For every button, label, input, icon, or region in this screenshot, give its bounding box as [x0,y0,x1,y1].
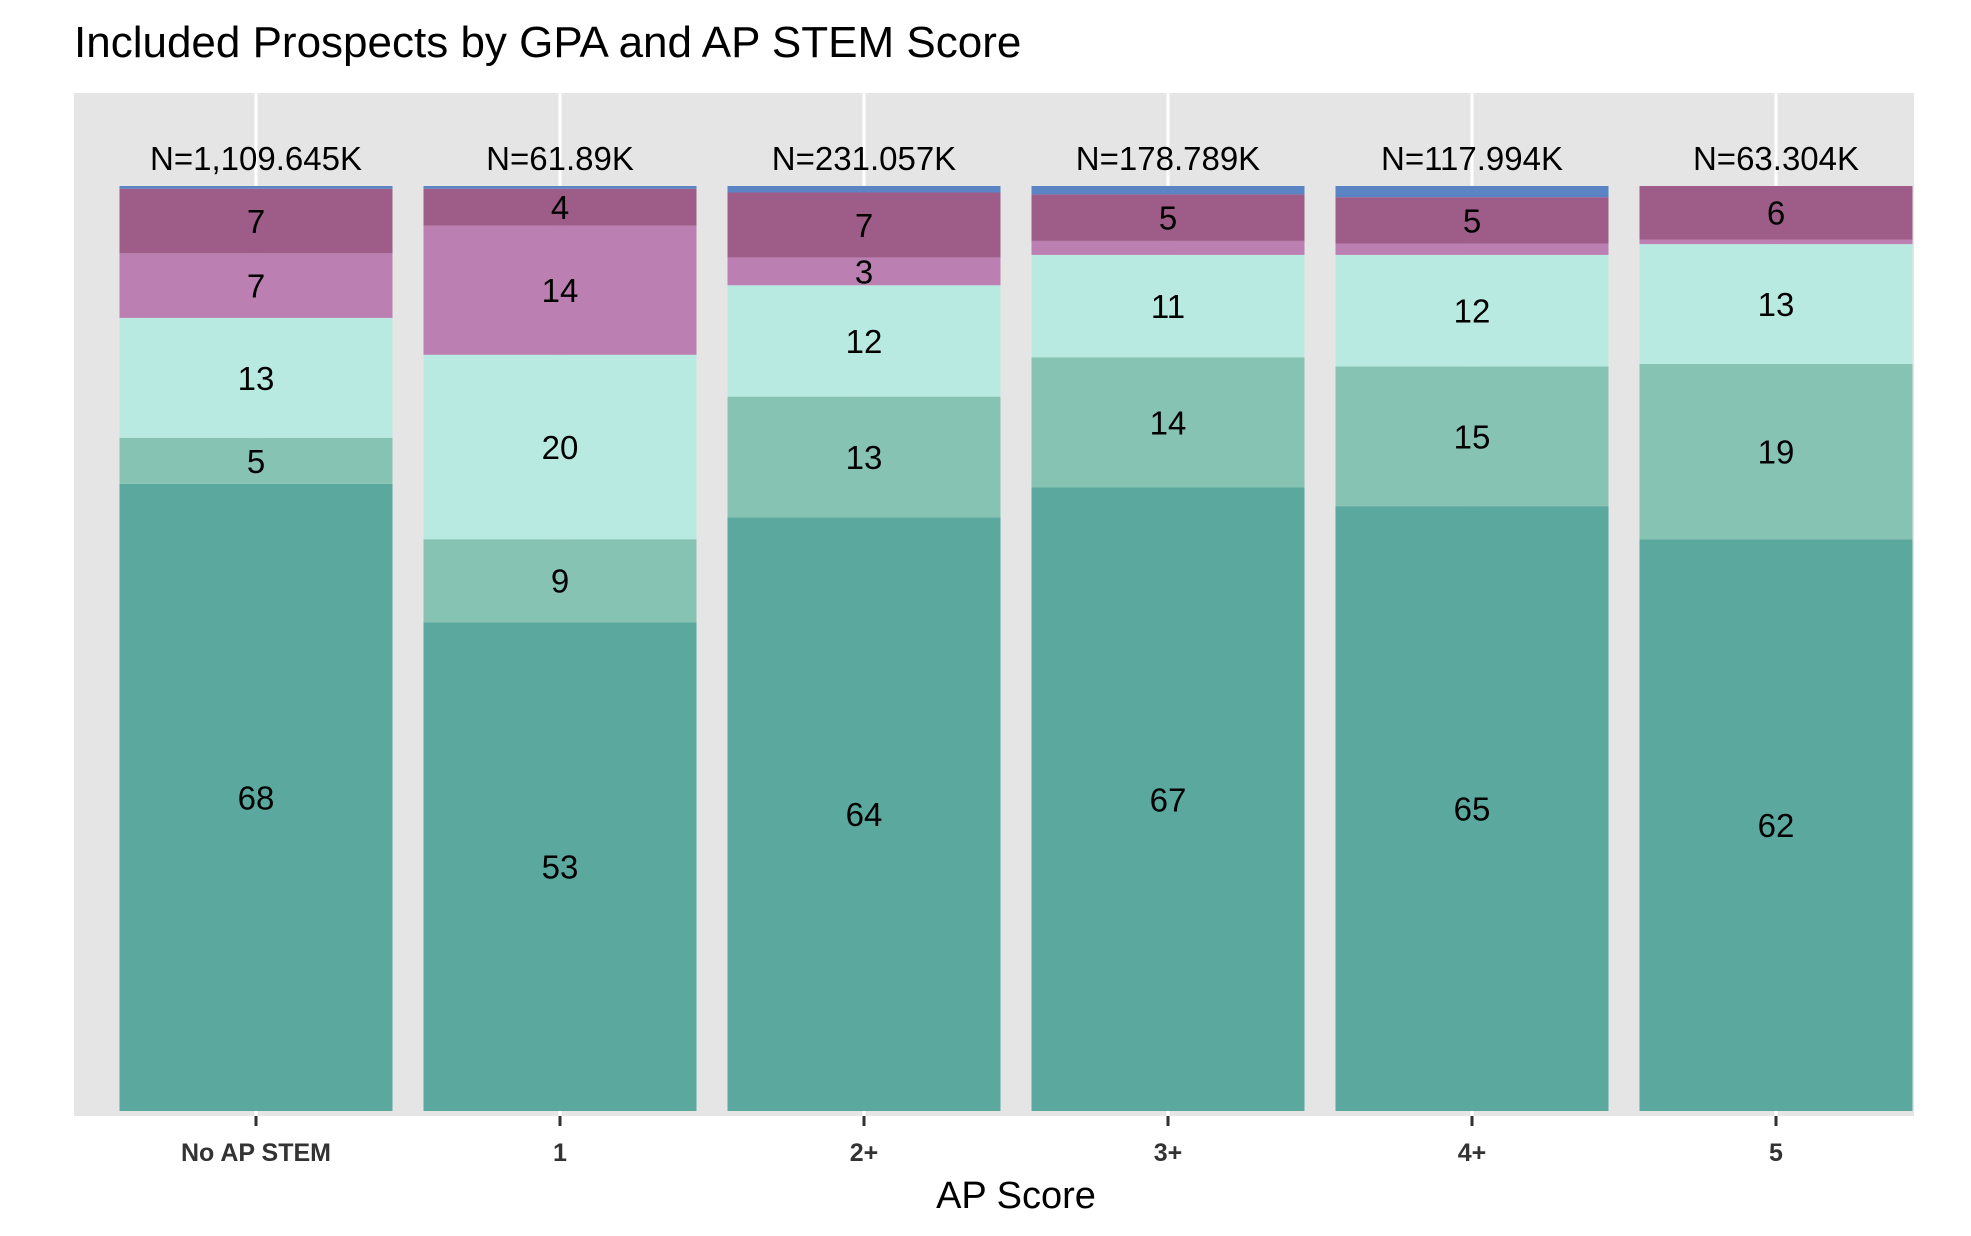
bar-segment [1335,506,1609,1111]
segment-label: 11 [1151,288,1185,325]
x-tick-label: 5 [1769,1139,1783,1167]
bar-segment [727,285,1001,397]
x-axis: No AP STEM 1 2+ 3+ 4+ 5 [181,1116,1783,1167]
segment-label: 12 [846,323,883,360]
total-label: N=63.304K [1693,140,1859,177]
segment-label: 5 [247,443,265,480]
segment-label: 7 [247,203,265,240]
bar-segment [1031,357,1305,488]
segment-label: 5 [1463,202,1481,239]
segment-label: 7 [855,207,873,244]
bar-segment [119,483,393,1111]
segment-label: 20 [542,429,579,466]
chart-title: Included Prospects by GPA and AP STEM Sc… [74,18,1021,67]
segment-label: 19 [1758,434,1795,471]
segment-label: 64 [846,796,883,833]
x-tick-label: No AP STEM [181,1139,331,1167]
bar-segment [423,225,697,355]
segment-label: 13 [846,439,883,476]
bar-segment [727,396,1001,518]
bar-segment [1031,186,1305,195]
segment-label: 53 [542,849,579,886]
total-label: N=117.994K [1381,140,1563,177]
segment-label: 15 [1454,418,1491,455]
bar-segment [119,253,393,318]
bar-segment [727,257,1001,286]
bar-segment [423,354,697,540]
bar-segment [423,186,697,189]
total-label: N=178.789K [1076,140,1260,177]
segment-label: 7 [247,268,265,305]
segment-label: 5 [1159,200,1177,237]
bar-segment [1639,539,1913,1111]
bar-segment [1639,186,1913,240]
segment-label: 67 [1150,781,1187,818]
bar-segment [727,192,1001,258]
bar-segment [423,539,697,623]
x-tick-label: 3+ [1154,1139,1183,1167]
bar-segment [1639,363,1913,540]
bar-segment [423,622,697,1111]
bar-segment [727,186,1001,193]
total-label: N=231.057K [772,140,956,177]
bar-segment [1335,243,1609,255]
bar-segment [1335,186,1609,198]
segment-label: 6 [1767,195,1785,232]
segment-labels: 6851377539201446413123767141156515125621… [238,189,1795,885]
bar-segment [119,188,393,254]
segment-label: 68 [238,779,275,816]
segment-label: 13 [1758,286,1795,323]
segment-label: 12 [1454,293,1491,330]
bar-segment [423,188,697,226]
bar-segment [1031,254,1305,358]
x-axis-label: AP Score [936,1175,1096,1217]
segment-label: 14 [1150,404,1187,441]
bar-segment [1639,244,1913,364]
bar-segment [1031,487,1305,1112]
x-tick-label: 1 [553,1139,567,1167]
bar-segment [1335,197,1609,244]
segment-label: 62 [1758,807,1795,844]
segment-label: 4 [551,189,569,226]
bar-segment [1335,366,1609,507]
bar-segment [119,317,393,438]
bar-segment [1335,254,1609,367]
total-labels: N=1,109.645K N=61.89K N=231.057K N=178.789K… [150,140,1859,177]
bar-segment [727,517,1001,1111]
bar-segment [1639,239,1913,245]
segment-label: 9 [551,563,569,600]
x-tick-label: 4+ [1458,1139,1487,1167]
bars [119,186,1913,1112]
segment-label: 14 [542,272,579,309]
segment-label: 3 [855,253,873,290]
total-label: N=1,109.645K [150,140,362,177]
segment-label: 65 [1454,791,1491,828]
bar-segment [119,186,393,189]
segment-label: 13 [238,360,275,397]
bar-segment [119,437,393,484]
total-label: N=61.89K [486,140,634,177]
bar-segment [1031,194,1305,241]
x-tick-label: 2+ [850,1139,879,1167]
bar-segment [1031,240,1305,255]
